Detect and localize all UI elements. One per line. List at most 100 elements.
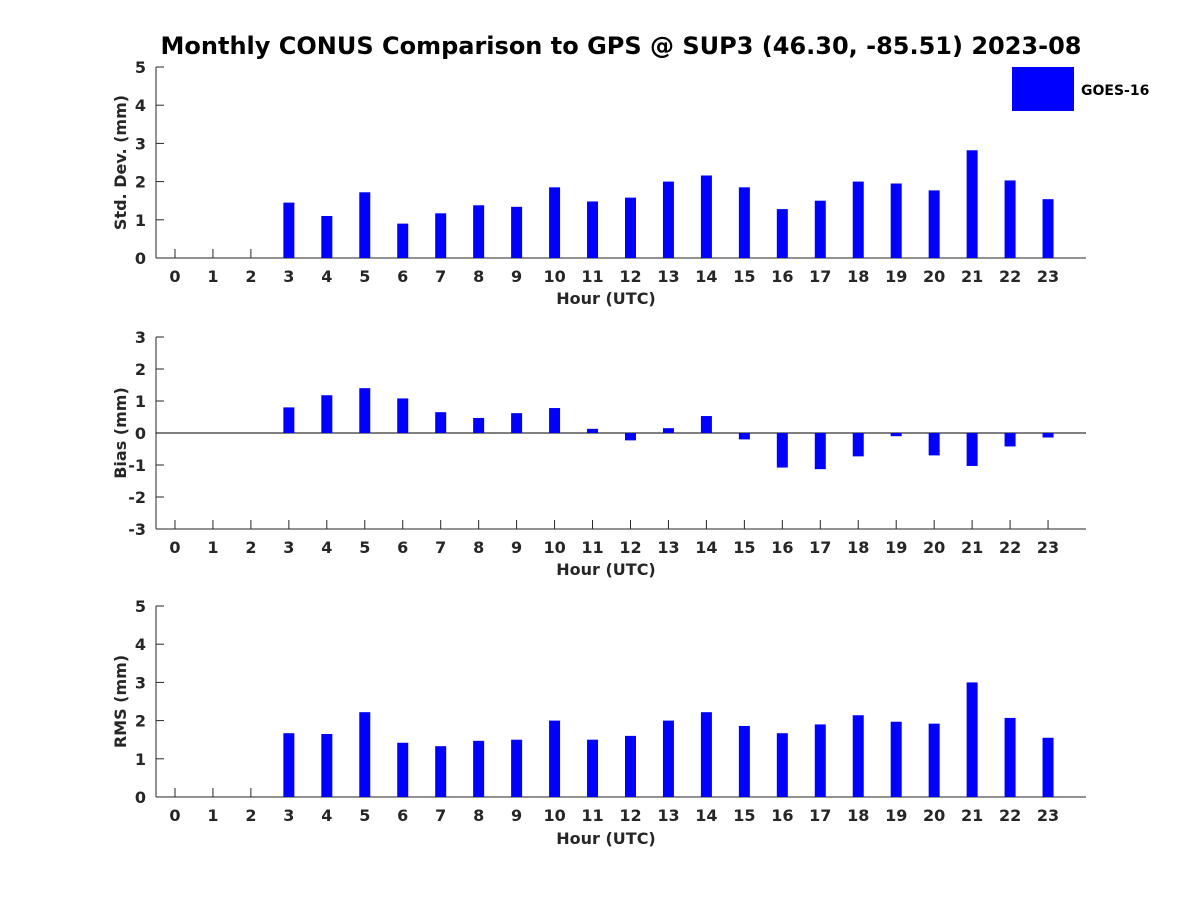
- bar: [435, 213, 447, 258]
- y-tick-label: 4: [135, 635, 146, 654]
- x-axis-label: Hour (UTC): [556, 829, 656, 848]
- legend-label: GOES-16: [1081, 83, 1149, 99]
- x-axis-label: Hour (UTC): [556, 289, 656, 308]
- x-tick-label: 12: [619, 267, 641, 286]
- x-tick-label: 4: [321, 806, 332, 825]
- bar: [397, 398, 409, 433]
- x-tick-label: 0: [169, 538, 180, 557]
- bar: [700, 175, 712, 258]
- x-tick-label: 3: [283, 267, 294, 286]
- y-tick-label: 2: [135, 173, 146, 192]
- bar: [1004, 180, 1016, 258]
- bar: [587, 201, 599, 258]
- bar: [321, 733, 333, 797]
- x-tick-label: 4: [321, 267, 332, 286]
- x-tick-label: 7: [435, 538, 446, 557]
- bar: [738, 433, 750, 440]
- x-tick-label: 11: [581, 267, 603, 286]
- bar: [966, 433, 978, 466]
- bar: [852, 181, 864, 258]
- bar: [624, 735, 636, 797]
- x-tick-label: 3: [283, 806, 294, 825]
- bar: [776, 433, 788, 468]
- x-tick-label: 2: [245, 267, 256, 286]
- bar: [549, 408, 561, 433]
- x-tick-label: 23: [1037, 267, 1059, 286]
- x-tick-label: 16: [771, 538, 793, 557]
- x-tick-label: 23: [1037, 538, 1059, 557]
- bar: [549, 187, 561, 258]
- y-tick-label: 5: [135, 58, 146, 77]
- bar: [700, 712, 712, 797]
- x-tick-label: 20: [923, 267, 945, 286]
- bar: [397, 742, 409, 797]
- y-tick-label: 2: [135, 712, 146, 731]
- bar: [890, 433, 902, 437]
- bar: [321, 395, 333, 433]
- y-tick-label: 1: [135, 392, 146, 411]
- y-axis-label: Bias (mm): [111, 387, 130, 479]
- x-tick-label: 10: [543, 806, 565, 825]
- x-tick-label: 7: [435, 806, 446, 825]
- bar: [662, 720, 674, 797]
- bar: [511, 739, 523, 797]
- bar: [473, 417, 485, 433]
- bar: [397, 223, 409, 258]
- x-tick-label: 9: [511, 806, 522, 825]
- bar: [435, 746, 447, 797]
- x-tick-label: 14: [695, 538, 717, 557]
- x-tick-label: 19: [885, 267, 907, 286]
- x-tick-label: 5: [359, 806, 370, 825]
- x-tick-label: 22: [999, 806, 1021, 825]
- x-tick-label: 17: [809, 267, 831, 286]
- bar: [890, 721, 902, 797]
- bar: [814, 724, 826, 797]
- y-tick-label: 1: [135, 211, 146, 230]
- x-tick-label: 8: [473, 267, 484, 286]
- bar: [359, 192, 371, 258]
- x-tick-label: 15: [733, 538, 755, 557]
- bar: [700, 416, 712, 433]
- x-tick-label: 11: [581, 806, 603, 825]
- bar: [738, 187, 750, 258]
- x-tick-label: 21: [961, 538, 983, 557]
- x-tick-label: 3: [283, 538, 294, 557]
- x-tick-label: 14: [695, 806, 717, 825]
- x-tick-label: 13: [657, 538, 679, 557]
- bar: [321, 215, 333, 258]
- bar: [511, 413, 523, 433]
- x-tick-label: 7: [435, 267, 446, 286]
- bar: [511, 206, 523, 258]
- x-tick-label: 22: [999, 267, 1021, 286]
- bar: [283, 407, 295, 433]
- x-tick-label: 12: [619, 538, 641, 557]
- bar: [852, 433, 864, 457]
- x-tick-label: 2: [245, 538, 256, 557]
- y-tick-label: 3: [135, 134, 146, 153]
- y-tick-label: 5: [135, 597, 146, 616]
- x-tick-label: 2: [245, 806, 256, 825]
- y-axis-label: RMS (mm): [111, 655, 130, 748]
- x-tick-label: 18: [847, 538, 869, 557]
- y-tick-label: 3: [135, 328, 146, 347]
- x-tick-label: 8: [473, 806, 484, 825]
- x-tick-label: 9: [511, 538, 522, 557]
- legend-swatch: [1012, 67, 1074, 111]
- x-tick-label: 14: [695, 267, 717, 286]
- y-tick-label: 0: [135, 424, 146, 443]
- bar: [966, 150, 978, 258]
- x-tick-label: 13: [657, 806, 679, 825]
- x-tick-label: 19: [885, 538, 907, 557]
- y-tick-label: 3: [135, 673, 146, 692]
- x-tick-label: 21: [961, 267, 983, 286]
- x-tick-label: 5: [359, 538, 370, 557]
- x-tick-label: 16: [771, 806, 793, 825]
- bar: [587, 428, 599, 433]
- y-tick-label: 1: [135, 750, 146, 769]
- x-tick-label: 20: [923, 538, 945, 557]
- bar: [1004, 717, 1016, 797]
